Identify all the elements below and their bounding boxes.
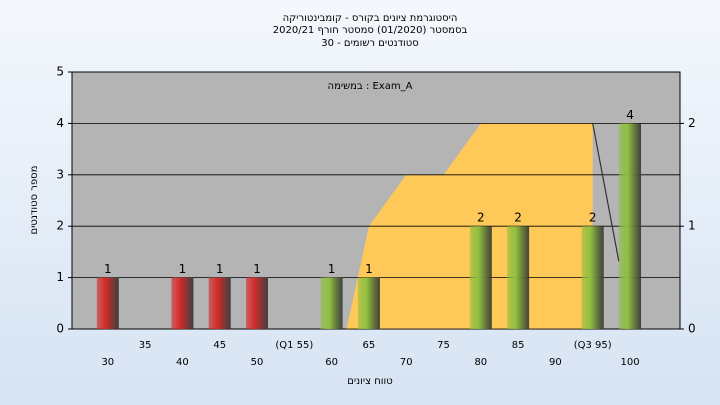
data-label: 2 (514, 211, 522, 225)
data-label: 4 (626, 108, 634, 122)
x-tick-label: (Q3 95) (574, 340, 612, 351)
y-axis-label: מספר סטודנטים (29, 166, 40, 235)
data-label: 1 (104, 262, 112, 276)
x-tick-label: 50 (251, 357, 264, 368)
bar (171, 277, 194, 329)
x-tick-label: 75 (437, 340, 450, 351)
data-label: 1 (365, 262, 373, 276)
bar (208, 277, 231, 329)
x-tick-label: 45 (213, 340, 226, 351)
bar (469, 226, 492, 329)
data-label: 2 (589, 211, 597, 225)
data-label: 2 (477, 211, 485, 225)
title-line: בסמסטר (01/2020) סמסטר חורף 2020/21 (273, 25, 468, 36)
data-label: 1 (216, 262, 224, 276)
x-tick-label: 30 (101, 357, 114, 368)
x-tick-label: 70 (400, 357, 413, 368)
x-tick-label: 60 (325, 357, 338, 368)
y2-tick-label: 2 (688, 116, 696, 130)
y2-tick-label: 0 (688, 322, 696, 336)
data-label: 1 (328, 262, 336, 276)
y-tick-label: 4 (56, 116, 64, 130)
bar (507, 226, 530, 329)
x-tick-label: 80 (474, 357, 487, 368)
line (592, 123, 620, 262)
annotation: במשימה : Exam_A (328, 81, 413, 92)
bar (619, 123, 642, 330)
x-tick-label: 85 (512, 340, 525, 351)
x-axis-label: טווח ציונים (347, 376, 392, 387)
x-tick-label: 65 (363, 340, 376, 351)
y-tick-label: 2 (56, 219, 64, 233)
x-tick-label: (Q1 55) (275, 340, 313, 351)
data-label: 1 (253, 262, 261, 276)
y-tick-label: 5 (56, 65, 64, 79)
y-tick-label: 1 (56, 270, 64, 284)
title-line: סטודנטים רשומים - 30 (321, 38, 419, 49)
x-tick-label: 90 (549, 357, 562, 368)
title-line: היסטוגרמת ציונים בקורס - קומבינטוריקה (283, 13, 458, 24)
bar (357, 277, 380, 329)
x-tick-label: 35 (139, 340, 152, 351)
y-tick-label: 3 (56, 167, 64, 181)
y2-tick-label: 1 (688, 219, 696, 233)
bar (246, 277, 269, 329)
bar (581, 226, 604, 329)
y-tick-label: 0 (56, 322, 64, 336)
x-tick-label: 100 (620, 357, 639, 368)
bar (320, 277, 343, 329)
bar (96, 277, 119, 329)
data-label: 1 (179, 262, 187, 276)
x-tick-label: 40 (176, 357, 189, 368)
